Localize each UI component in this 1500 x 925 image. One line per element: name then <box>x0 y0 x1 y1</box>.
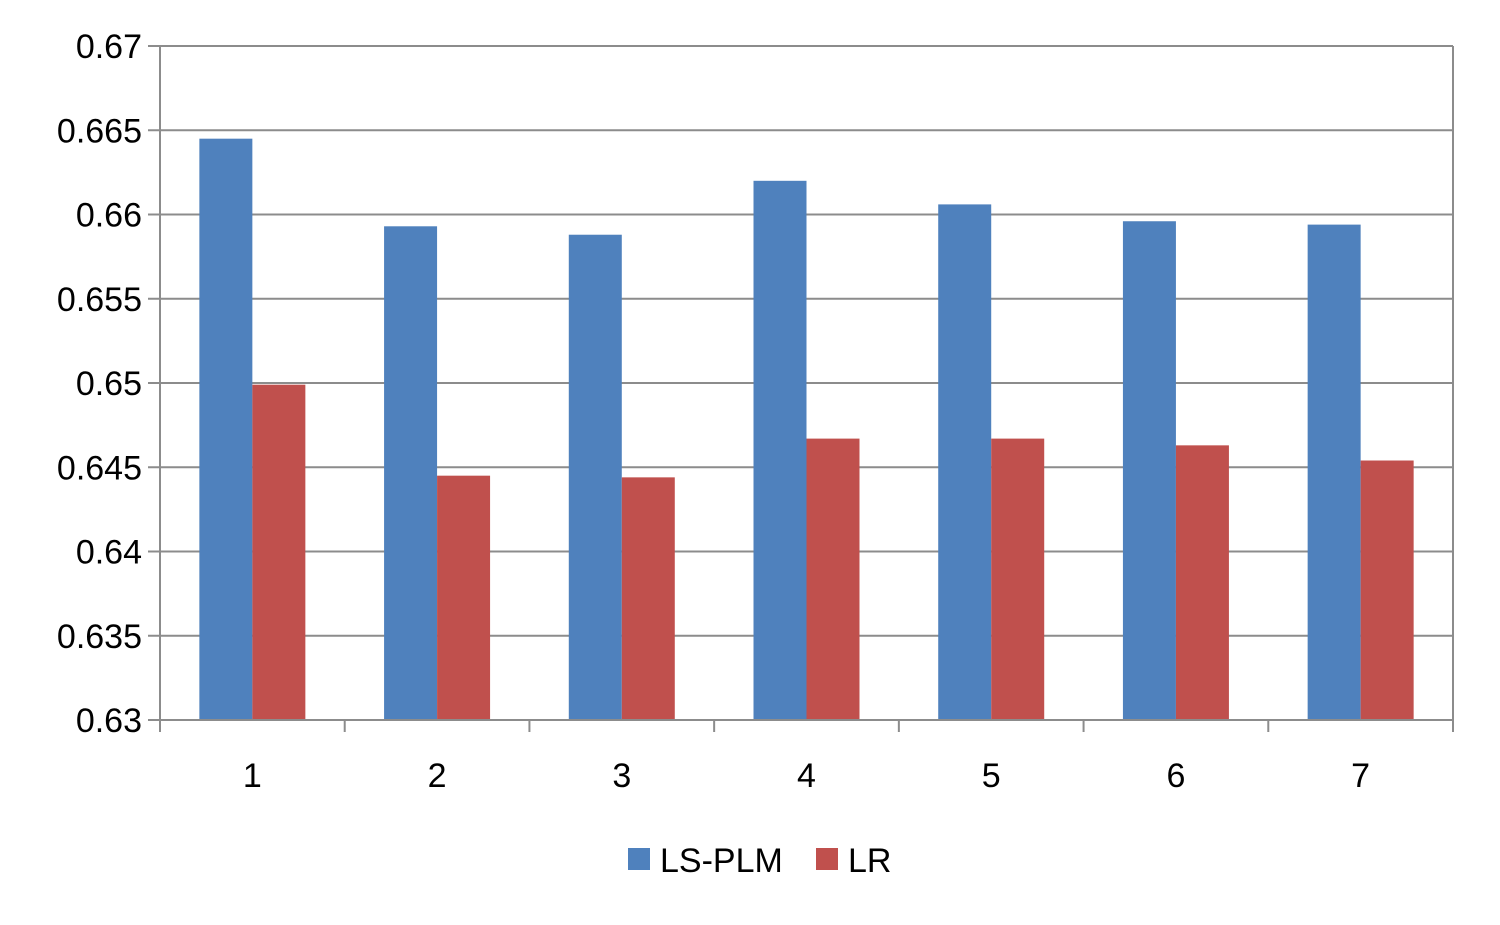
bars <box>199 138 1414 721</box>
legend-label: LS-PLM <box>660 842 783 880</box>
bar-lr-3 <box>621 477 675 720</box>
bar-lr-4 <box>806 438 860 720</box>
bar-ls-plm-1 <box>199 138 253 721</box>
bar-ls-plm-3 <box>568 234 622 720</box>
legend-swatch <box>816 848 838 870</box>
bar-ls-plm-6 <box>1122 221 1176 721</box>
x-tick-labels: 1 2 3 4 5 6 7 <box>243 757 1370 795</box>
bar-ls-plm-2 <box>384 226 438 721</box>
x-tick-label: 4 <box>797 757 816 795</box>
y-tick-label: 0.645 <box>57 449 142 487</box>
axes <box>148 45 1454 732</box>
bar-ls-plm-7 <box>1307 224 1361 721</box>
y-tick-label: 0.64 <box>76 534 142 572</box>
legend-item-lr: LR <box>816 842 891 880</box>
y-tick-label: 0.665 <box>57 112 142 150</box>
bar-lr-1 <box>252 384 306 720</box>
x-tick-label: 7 <box>1351 757 1370 795</box>
y-tick-label: 0.65 <box>76 365 142 403</box>
bar-ls-plm-4 <box>753 180 807 721</box>
y-tick-label: 0.635 <box>57 618 142 656</box>
bar-lr-5 <box>991 438 1045 720</box>
bar-lr-7 <box>1360 460 1414 720</box>
legend-swatch <box>628 848 650 870</box>
legend: LS-PLM LR <box>628 842 891 880</box>
x-tick-label: 6 <box>1166 757 1185 795</box>
legend-item-ls-plm: LS-PLM <box>628 842 783 880</box>
x-tick-label: 5 <box>982 757 1001 795</box>
y-tick-label: 0.66 <box>76 197 142 235</box>
bar-ls-plm-5 <box>938 204 992 720</box>
bar-lr-6 <box>1175 445 1229 720</box>
y-tick-label: 0.63 <box>76 702 142 740</box>
x-tick-label: 3 <box>612 757 631 795</box>
x-tick-label: 2 <box>428 757 447 795</box>
bar-lr-2 <box>437 475 491 720</box>
y-tick-label: 0.655 <box>57 281 142 319</box>
x-tick-label: 1 <box>243 757 262 795</box>
y-tick-labels: 0.63 0.635 0.64 0.645 0.65 0.655 0.66 0.665 0.67 <box>57 28 142 740</box>
y-tick-label: 0.67 <box>76 28 142 66</box>
legend-label: LR <box>848 842 891 880</box>
